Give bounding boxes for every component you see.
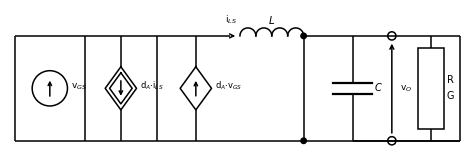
- Circle shape: [301, 138, 306, 144]
- Text: R: R: [447, 76, 454, 85]
- Text: d$_A$$\cdot$v$_{GS}$: d$_A$$\cdot$v$_{GS}$: [216, 79, 243, 92]
- Text: C: C: [374, 83, 381, 93]
- Text: v$_O$: v$_O$: [400, 83, 412, 94]
- Circle shape: [301, 33, 306, 39]
- Text: i$_{LS}$: i$_{LS}$: [225, 14, 237, 26]
- Text: L: L: [269, 16, 274, 26]
- Text: d$_A$$\cdot$i$_{LS}$: d$_A$$\cdot$i$_{LS}$: [140, 79, 164, 92]
- Text: G: G: [447, 91, 454, 101]
- Text: v$_{GS}$: v$_{GS}$: [72, 81, 88, 92]
- Bar: [418, 48, 444, 129]
